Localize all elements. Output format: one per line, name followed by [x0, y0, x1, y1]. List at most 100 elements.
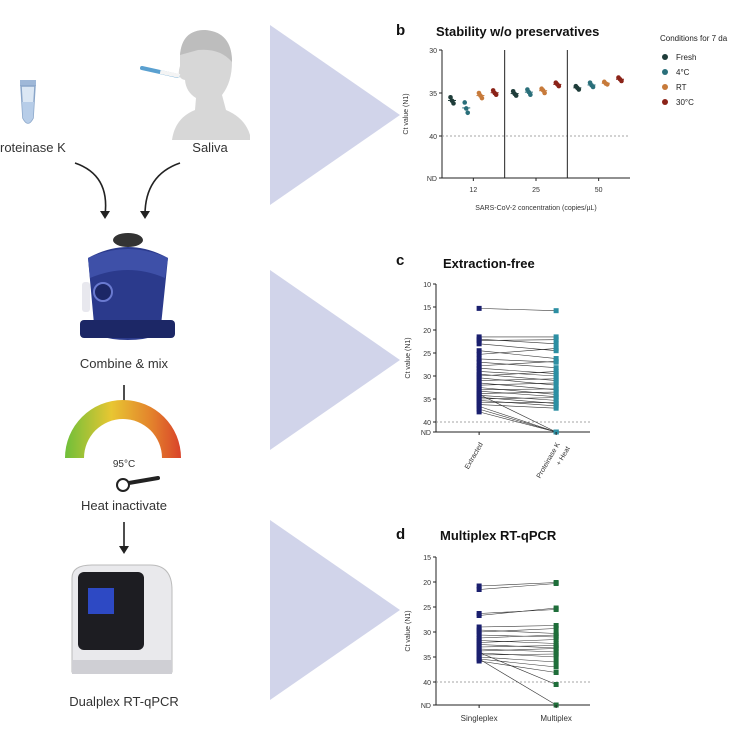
chart-c-y-tick-label: 40	[423, 420, 431, 427]
chart-c-pair-line	[479, 338, 557, 345]
chart-d-point-b	[553, 654, 559, 660]
chart-b-point	[513, 93, 519, 98]
chart-d-point-b	[553, 623, 559, 628]
chart-c-point-b	[553, 341, 559, 347]
chart-c-pair-line	[479, 348, 557, 355]
chart-b-point	[479, 95, 485, 101]
chart-d-point-a	[476, 613, 482, 618]
chart-d-pair-line	[479, 645, 557, 648]
legend-item-rt: RT	[662, 80, 750, 95]
chart-c-pair-line	[479, 397, 557, 400]
chart-d-y-label: Ct value (N1)	[405, 610, 412, 651]
chart-c-point-b	[553, 373, 559, 379]
chart-c-point-a	[476, 341, 482, 347]
chart-b-y-tick-label: 30	[429, 48, 437, 55]
chart-c-point-b	[553, 395, 559, 401]
qpcr-machine-icon	[71, 564, 173, 674]
chart-d-y-tick-label: 15	[423, 555, 431, 562]
chart-c-point-a	[476, 409, 482, 415]
chart-d-point-b	[553, 670, 559, 675]
chart-c-point-b	[553, 358, 559, 364]
chart-b-point	[619, 78, 624, 84]
chart-b-y-tick-label: 40	[429, 134, 437, 141]
chart-c-pair-line	[479, 367, 557, 374]
chart-c-y-tick-label: 10	[423, 282, 431, 289]
chart-d-y-tick-label: 20	[423, 580, 431, 587]
chart-d-pair-line	[478, 658, 557, 706]
chart-b-y-tick-label: 35	[429, 91, 437, 98]
legend-item-fresh: Fresh	[662, 50, 750, 65]
chart-c-point-b	[553, 380, 559, 386]
chart-b: 30 35 40 ND Ct value (N1) 12 25 50 SARS-CoV-2 co…	[403, 48, 630, 212]
wedge-d-icon	[270, 520, 400, 700]
chart-c-point-a	[476, 368, 482, 374]
temperature-label: 95°C	[112, 459, 136, 470]
chart-c-point-b	[553, 365, 559, 371]
chart-c-pair-line	[479, 382, 557, 386]
wedge-b-icon	[270, 25, 400, 205]
combine-label: Combine & mix	[79, 356, 169, 371]
chart-d-pair-line	[479, 658, 557, 668]
chart-d-point-b	[553, 682, 559, 687]
person-icon	[140, 30, 250, 140]
chart-b-x-label: SARS-CoV-2 concentration (copies/µL)	[475, 205, 597, 212]
chart-c-pair-line	[479, 358, 557, 363]
chart-c-pair-line	[479, 361, 557, 369]
chart-b-legend-title: Conditions for 7 da	[660, 34, 728, 43]
chart-d-pair-line	[479, 582, 557, 587]
chart-d-pair-line	[479, 625, 557, 628]
chart-d-y-tick-label: ND	[421, 703, 431, 710]
chart-b-y-label: Ct value (N1)	[403, 93, 410, 134]
chart-c-pair-line	[479, 408, 557, 433]
chart-c-point-a	[476, 305, 482, 311]
chart-b-point	[542, 90, 547, 96]
workflow-diagram	[20, 30, 250, 674]
chart-b-point	[448, 95, 453, 100]
heat-label: Heat inactivate	[81, 498, 167, 513]
chart-d-title: Multiplex RT-qPCR	[440, 528, 557, 543]
chart-d-pair-line	[479, 607, 557, 616]
chart-c-point-a	[476, 406, 482, 412]
chart-c-pair-line	[479, 343, 557, 351]
chart-d-y-tick-label: 40	[423, 680, 431, 687]
chart-c-y-tick-label: 25	[423, 351, 431, 358]
chart-c-y-tick-label: 35	[423, 397, 431, 404]
chart-d-point-a	[476, 624, 482, 630]
chart-c-y-tick-label: 30	[423, 374, 431, 381]
chart-b-point	[528, 92, 533, 98]
chart-c-pair-line	[479, 390, 557, 397]
chart-c-y-tick-label: ND	[421, 430, 431, 437]
chart-d-point-a	[476, 632, 482, 638]
vortex-mixer-icon	[80, 233, 175, 340]
chart-d-point-a	[476, 650, 482, 655]
legend-item-30c: 30°C	[662, 95, 750, 110]
chart-c-point-b	[553, 356, 559, 362]
chart-c-pair-line	[479, 411, 557, 433]
chart-c-point-b	[553, 386, 559, 392]
chart-c-point-a	[476, 359, 482, 365]
arrow-left	[74, 162, 107, 216]
chart-d-point-b	[553, 651, 559, 657]
chart-d-point-b	[553, 664, 559, 670]
chart-d-pair-line	[479, 652, 557, 685]
chart-d-point-b	[553, 659, 559, 665]
dualplex-label: Dualplex RT-qPCR	[69, 694, 179, 709]
chart-d-point-a	[476, 583, 482, 589]
chart-d-pair-line	[479, 583, 557, 590]
chart-c-point-a	[476, 338, 482, 344]
chart-b-point	[556, 83, 562, 89]
chart-b-point	[463, 106, 469, 111]
chart-d-point-b	[553, 643, 559, 648]
arrow-right	[144, 162, 181, 216]
chart-c-pair-line	[479, 400, 557, 407]
chart-c-pair-line	[479, 382, 557, 391]
chart-c-point-a	[476, 356, 482, 362]
chart-b-point	[465, 110, 471, 116]
chart-d-pair-line	[479, 634, 557, 638]
chart-c-point-a	[476, 351, 482, 357]
chart-c-point-b	[553, 345, 559, 351]
chart-d-pair-line	[479, 629, 557, 634]
chart-d: 15 20 25 30 35 40 ND Ct value (N1) Singleplex Mul…	[405, 555, 590, 723]
chart-d-y-tick-label: 35	[423, 655, 431, 662]
